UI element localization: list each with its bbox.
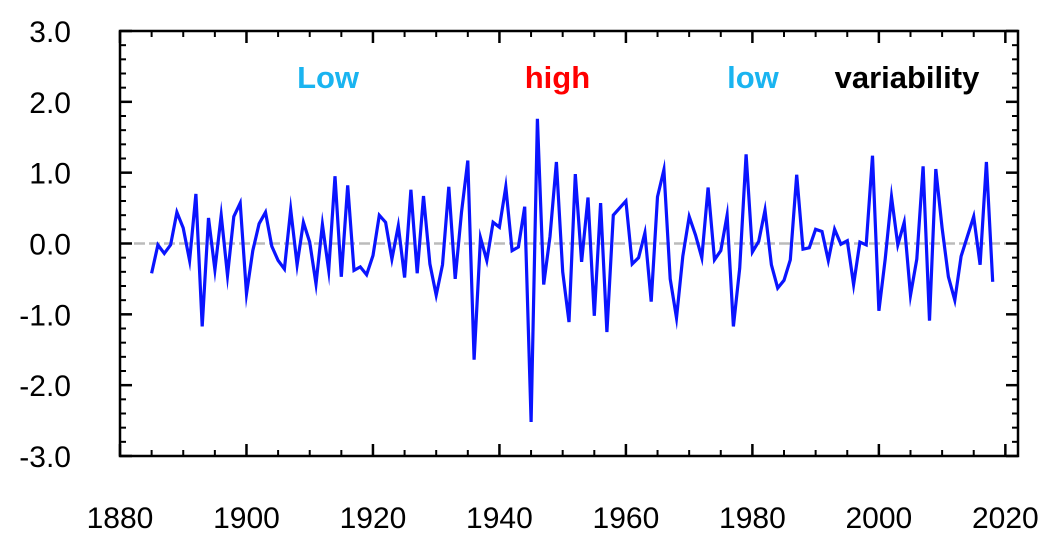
- annotation-label: Low: [297, 60, 360, 95]
- tick-labels-layer: 1880 1900 1920 1940 1960 1980 2000 2020 3.0 2.0 1.…: [19, 16, 1038, 535]
- series-layer: [150, 118, 995, 423]
- x-tick-label: 1880: [87, 502, 154, 535]
- x-tick-label: 1920: [340, 502, 407, 535]
- y-tick-label: -2.0: [19, 370, 71, 403]
- annotation-label: high: [525, 60, 590, 95]
- y-tick-label: 3.0: [29, 16, 71, 49]
- y-tick-label: 1.0: [29, 158, 71, 191]
- y-tick-label: -1.0: [19, 299, 71, 332]
- annotations-layer: Low high low variability: [297, 60, 980, 95]
- annotation-label: variability: [835, 60, 980, 95]
- x-tick-label: 1980: [719, 502, 786, 535]
- x-tick-label: 1900: [213, 502, 280, 535]
- y-tick-label: 0.0: [29, 229, 71, 262]
- x-tick-label: 2020: [972, 502, 1039, 535]
- x-tick-label: 2000: [845, 502, 912, 535]
- ticks-layer: [118, 29, 1018, 458]
- series-line-0: [150, 118, 995, 423]
- y-tick-label: -3.0: [19, 441, 71, 474]
- x-tick-label: 1940: [466, 502, 533, 535]
- y-tick-label: 2.0: [29, 87, 71, 120]
- x-tick-label: 1960: [593, 502, 660, 535]
- annotation-label: low: [727, 60, 780, 95]
